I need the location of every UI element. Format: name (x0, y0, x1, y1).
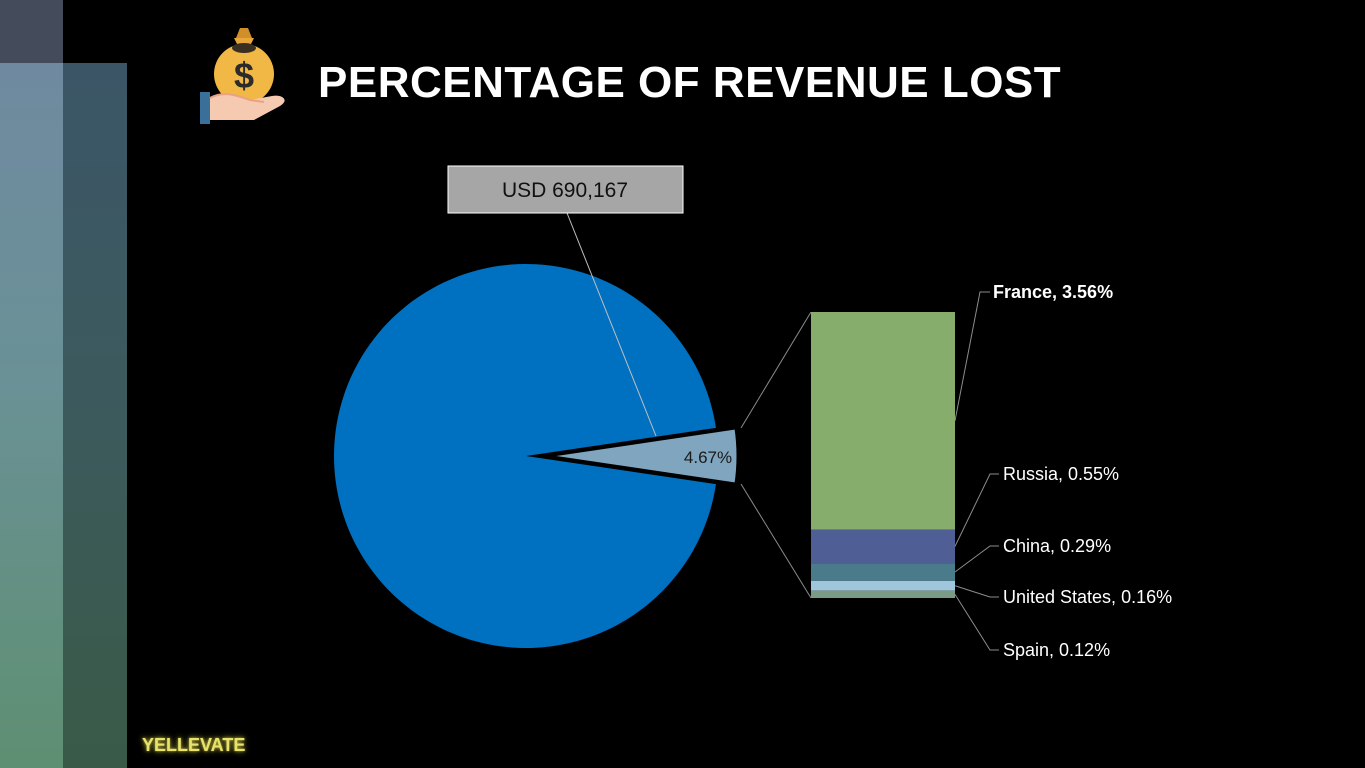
decorative-side-panel-top (0, 0, 63, 63)
connector-line-bottom (740, 483, 812, 599)
pie-slice-main (334, 264, 716, 648)
bar-label-leader-line (954, 594, 999, 651)
bar-labels: France, 3.56% Russia, 0.55% China, 0.29% Un… (993, 282, 1172, 660)
bar-label-leader-line (954, 473, 999, 547)
brand-watermark: YELLEVATE (142, 735, 246, 755)
bar-label-leader-line (954, 291, 990, 421)
bar-label-leaders (954, 291, 999, 651)
bar-segment-china (811, 563, 955, 581)
connector-line-top (740, 311, 812, 429)
bar-data-label: Russia, 0.55% (1003, 464, 1119, 484)
bar-data-label: France, 3.56% (993, 282, 1113, 302)
decorative-side-panel-inner (0, 63, 63, 768)
bar-segment-france (811, 312, 955, 530)
bar-segment-united-states (811, 580, 955, 591)
bar-segment-russia (811, 529, 955, 564)
svg-text:$: $ (234, 55, 254, 96)
bar-data-label: Spain, 0.12% (1003, 640, 1110, 660)
bar-segment-spain (811, 590, 955, 598)
pie-slice-exploded (545, 426, 740, 486)
bar-label-leader-line (954, 585, 999, 598)
money-bag-in-hand-icon: $ (200, 28, 285, 124)
callout-leader-line (566, 212, 657, 437)
page-title: PERCENTAGE OF REVENUE LOST (318, 58, 1062, 107)
bar-data-label: China, 0.29% (1003, 536, 1111, 556)
stacked-bar (811, 312, 955, 598)
callout-label: USD 690,167 (502, 179, 628, 202)
bar-data-label: United States, 0.16% (1003, 587, 1172, 607)
callout-box (447, 165, 684, 214)
pie-slice-data-label: 4.67% (684, 448, 732, 467)
bar-label-leader-line (954, 545, 999, 573)
